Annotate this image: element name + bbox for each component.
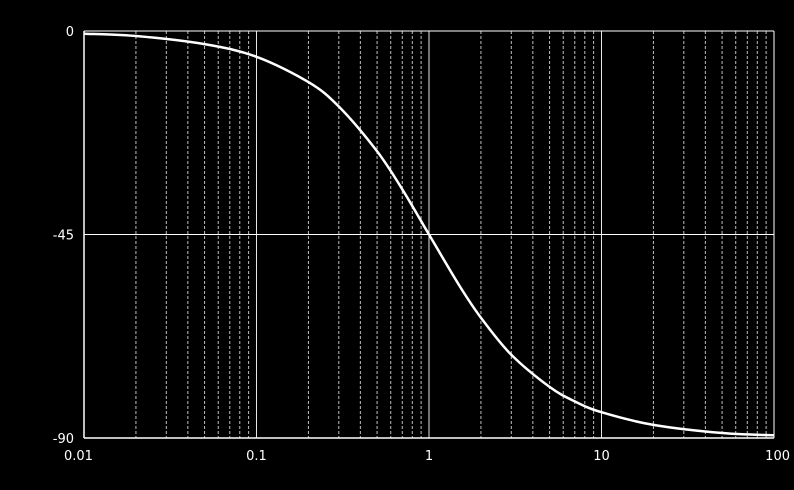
phase-curve (83, 32, 775, 437)
x-tick-label: 0.01 (64, 449, 93, 464)
y-tick-label: -45 (53, 229, 74, 244)
tick-labels: 0.01 0.1 1 10 100 0 -45 -90 (53, 25, 790, 464)
x-tick-label: 1 (425, 449, 433, 464)
x-tick-label: 0.1 (246, 449, 267, 464)
grid (83, 30, 775, 439)
x-tick-label: 10 (593, 449, 610, 464)
series-curve (83, 32, 775, 437)
y-tick-label: 0 (66, 25, 74, 40)
x-tick-label: 100 (765, 449, 790, 464)
y-tick-label: -90 (53, 432, 74, 447)
